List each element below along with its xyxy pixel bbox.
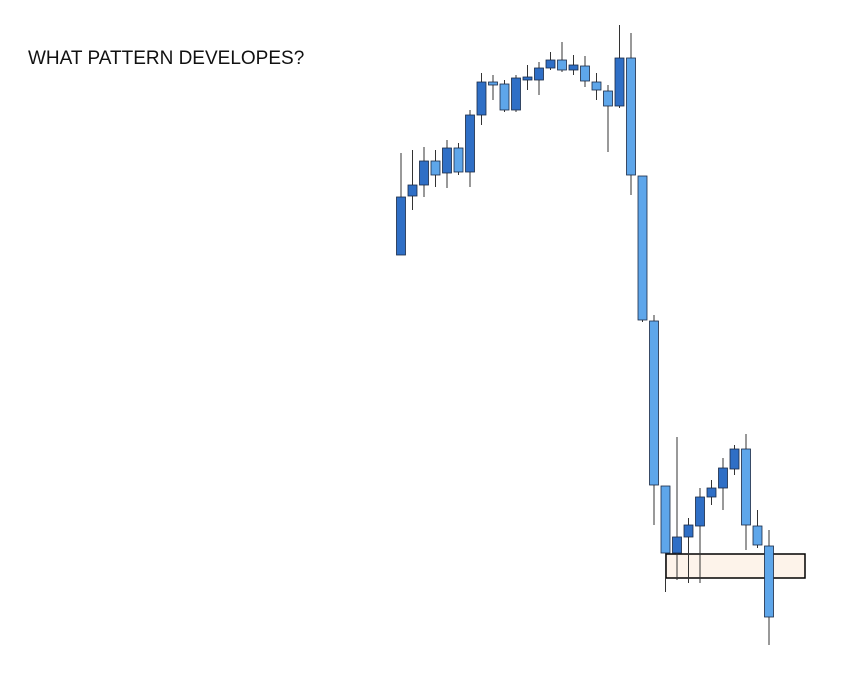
candle-body [442,147,452,174]
candle-body [465,114,475,173]
candle-body [614,57,625,107]
candle-body [683,524,694,538]
candle-body [407,184,418,197]
candle-body [591,81,602,91]
candle-body [695,496,705,527]
candle-body [729,448,740,470]
candle-body [568,64,579,71]
candle-body [488,81,498,86]
chart-title: WHAT PATTERN DEVELOPES? [28,48,304,69]
candle-body [534,67,544,81]
candle-body [476,81,487,116]
candle-body [396,196,406,256]
highlight-zone [665,553,806,579]
candle-body [752,525,763,546]
candle-body [511,77,521,111]
candle-body [706,487,717,498]
candle-body [580,65,590,82]
candle-body [499,83,510,111]
candle-body [453,147,464,173]
candle-body [718,467,728,489]
candle-body [660,485,671,554]
candle-body [672,536,682,554]
candle-body [545,59,556,69]
candle-body [637,175,648,321]
candle-body [649,320,659,486]
candle-body [626,57,636,176]
candle-body [430,160,441,176]
candle-body [603,90,613,107]
candle-body [741,448,751,526]
candle-body [764,545,774,618]
candle-body [557,59,567,71]
candle-body [522,76,533,81]
candle-body [419,160,429,186]
